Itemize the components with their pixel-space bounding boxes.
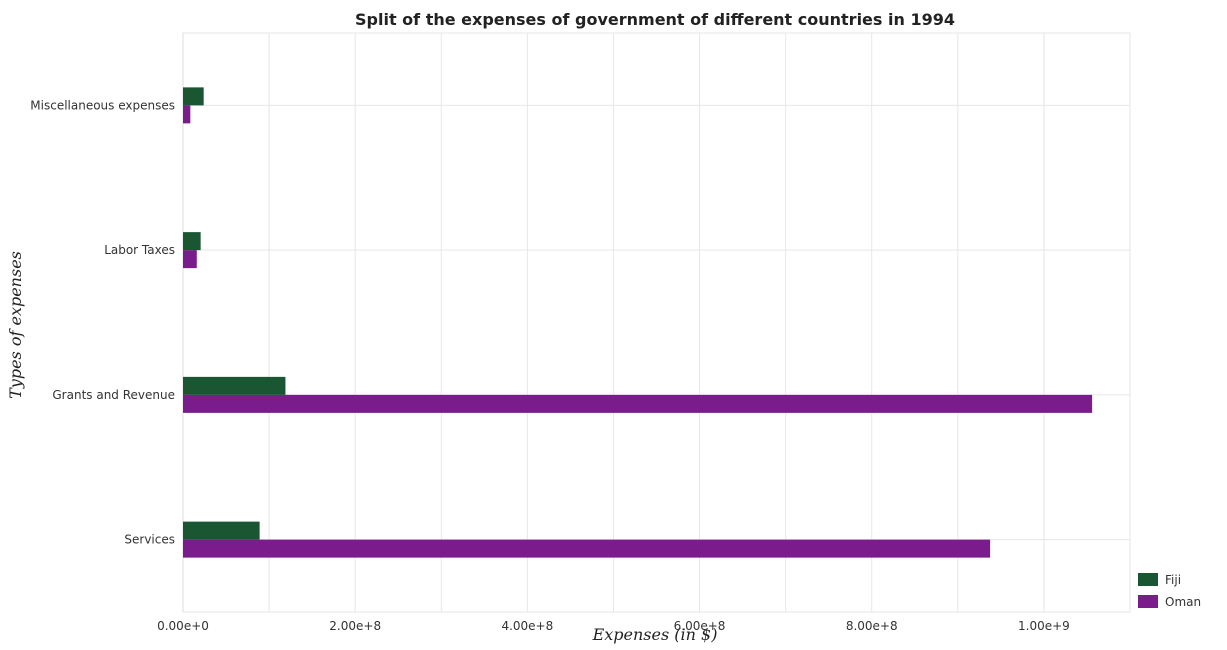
bar-oman-2: [183, 394, 1093, 413]
x-tick-label: 8.00e+8: [846, 619, 898, 633]
plot-frame: [182, 32, 1131, 613]
legend-swatch-oman: [1138, 595, 1158, 608]
x-tick-label: 1.00e+9: [1018, 619, 1070, 633]
ticks: Miscellaneous expenses Labor Taxes Grants …: [30, 98, 1070, 633]
y-tick-label: Grants and Revenue: [52, 388, 175, 402]
y-axis-label: Types of expenses: [6, 251, 25, 399]
bar-fiji-2: [183, 376, 286, 395]
x-tick-label: 4.00e+8: [501, 619, 553, 633]
bar-fiji-3: [183, 521, 260, 540]
bar-oman-0: [183, 105, 191, 124]
bars: [183, 87, 1093, 558]
x-tick-label: 6.00e+8: [674, 619, 726, 633]
legend-label-fiji: Fiji: [1165, 573, 1181, 587]
legend: Fiji Oman: [1138, 573, 1201, 609]
x-tick-label: 0.00e+0: [157, 619, 209, 633]
bar-fiji-1: [183, 232, 201, 251]
bar-oman-1: [183, 250, 197, 269]
x-tick-label: 2.00e+8: [329, 619, 381, 633]
legend-swatch-fiji: [1138, 573, 1158, 586]
bar-oman-3: [183, 539, 991, 558]
y-tick-label: Miscellaneous expenses: [30, 98, 175, 112]
y-tick-label: Labor Taxes: [104, 243, 175, 257]
x-axis-label: Expenses (in $): [592, 625, 718, 644]
y-tick-label: Services: [124, 533, 175, 547]
legend-label-oman: Oman: [1165, 595, 1201, 609]
chart-title: Split of the expenses of government of d…: [355, 10, 955, 29]
bar-fiji-0: [183, 87, 204, 106]
grid: [182, 32, 1131, 613]
